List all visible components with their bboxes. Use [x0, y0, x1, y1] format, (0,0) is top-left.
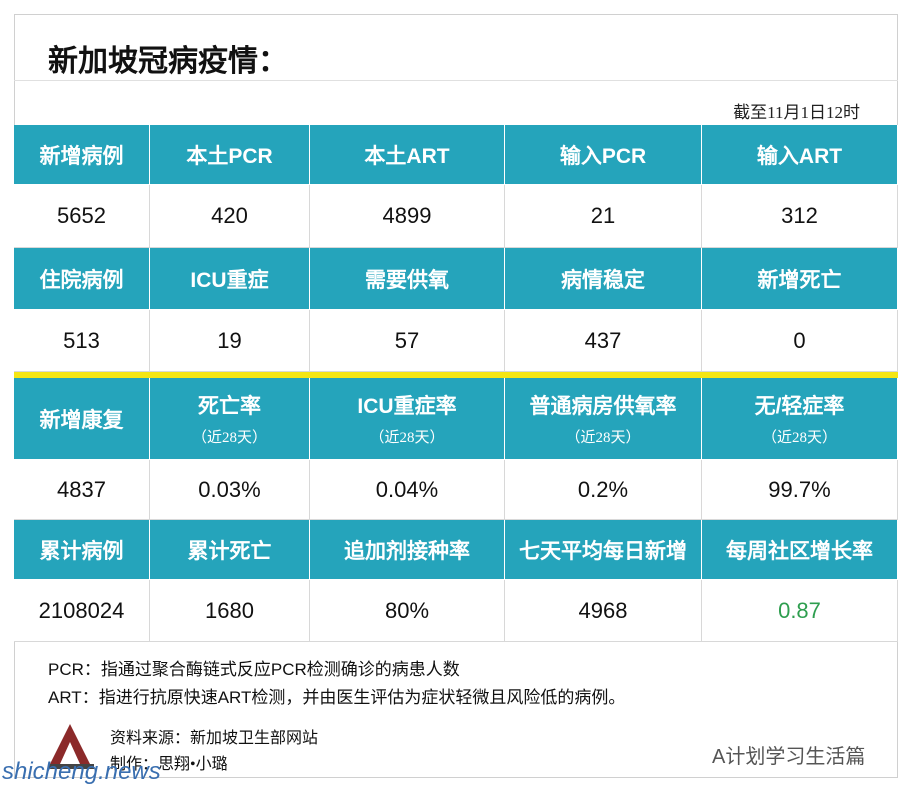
- value-cell: 19: [150, 310, 310, 372]
- value-cell: 80%: [310, 580, 505, 642]
- header-label: 住院病例: [39, 268, 124, 292]
- header-cell: 无/轻症率 （近28天）: [702, 378, 898, 460]
- header-label: 输入ART: [756, 144, 843, 168]
- header-cell: ICU重症率 （近28天）: [310, 378, 505, 460]
- separator: [14, 80, 898, 81]
- header-label: 死亡率: [198, 395, 261, 418]
- value-cell: 4899: [310, 185, 505, 248]
- header-note: （近28天）: [761, 430, 837, 446]
- date: 截至11月1日12时: [733, 103, 860, 122]
- value-cell: 437: [505, 310, 702, 372]
- header-label: 七天平均每日新增: [519, 539, 687, 563]
- header-label: 追加剂接种率: [344, 539, 470, 563]
- title: 新加坡冠病疫情：: [48, 45, 288, 78]
- value-cell: 1680: [150, 580, 310, 642]
- header-label: 普通病房供氧率: [529, 395, 677, 418]
- header-label: 本土ART: [364, 144, 450, 168]
- header-label: 新增病例: [39, 144, 124, 168]
- header-cell: 输入PCR: [505, 125, 702, 185]
- header-label: 无/轻症率: [754, 395, 845, 418]
- header-cell: ICU重症: [150, 248, 310, 310]
- header-cell: 本土PCR: [150, 125, 310, 185]
- header-cell: 累计死亡: [150, 520, 310, 580]
- value-cell: 513: [14, 310, 150, 372]
- value-cell: 0: [702, 310, 898, 372]
- header-cell: 普通病房供氧率 （近28天）: [505, 378, 702, 460]
- credit: 制作：思翔•小璐: [110, 756, 228, 773]
- header-cell: 新增病例: [14, 125, 150, 185]
- value-cell: 0.87: [702, 580, 898, 642]
- source: 资料来源：新加坡卫生部网站: [110, 730, 319, 747]
- note: ART：指进行抗原快速ART检测，并由医生评估为症状轻微且风险低的病例。: [48, 688, 626, 707]
- watermark: A计划学习生活篇: [712, 746, 866, 768]
- header-cell: 追加剂接种率: [310, 520, 505, 580]
- header-cell: 累计病例: [14, 520, 150, 580]
- value-cell: 2108024: [14, 580, 150, 642]
- header-cell: 病情稳定: [505, 248, 702, 310]
- value-cell: 4968: [505, 580, 702, 642]
- header-label: 累计死亡: [187, 539, 272, 563]
- header-label: ICU重症: [190, 268, 269, 292]
- value-cell: 0.04%: [310, 460, 505, 520]
- value-cell: 5652: [14, 185, 150, 248]
- value-cell: 312: [702, 185, 898, 248]
- header-label: 新增死亡: [757, 268, 842, 292]
- value-cell: 420: [150, 185, 310, 248]
- value-cell: 21: [505, 185, 702, 248]
- site: shicheng.news: [2, 758, 161, 785]
- header-cell: 每周社区增长率: [702, 520, 898, 580]
- value-cell: 0.2%: [505, 460, 702, 520]
- header-label: 新增康复: [39, 408, 124, 432]
- header-label: 输入PCR: [559, 144, 647, 168]
- header-cell: 需要供氧: [310, 248, 505, 310]
- header-note: （近28天）: [565, 430, 641, 446]
- header-cell: 输入ART: [702, 125, 898, 185]
- header-label: 累计病例: [39, 539, 124, 563]
- header-label: 病情稳定: [561, 268, 645, 292]
- value-cell: 57: [310, 310, 505, 372]
- value-cell: 99.7%: [702, 460, 898, 520]
- header-cell: 住院病例: [14, 248, 150, 310]
- header-cell: 新增死亡: [702, 248, 898, 310]
- logo: [48, 724, 94, 769]
- header-label: 需要供氧: [365, 268, 449, 292]
- value-cell: 4837: [14, 460, 150, 520]
- header-label: 每周社区增长率: [726, 539, 873, 563]
- header-label: 本土PCR: [186, 144, 273, 168]
- header-note: （近28天）: [191, 430, 267, 446]
- header-cell: 七天平均每日新增: [505, 520, 702, 580]
- header-cell: 新增康复: [14, 378, 150, 460]
- header-label: ICU重症率: [357, 395, 457, 418]
- header-cell: 本土ART: [310, 125, 505, 185]
- note: PCR：指通过聚合酶链式反应PCR检测确诊的病患人数: [48, 660, 460, 679]
- divider: [14, 372, 898, 378]
- header-cell: 死亡率 （近28天）: [150, 378, 310, 460]
- header-note: （近28天）: [369, 430, 445, 446]
- value-cell: 0.03%: [150, 460, 310, 520]
